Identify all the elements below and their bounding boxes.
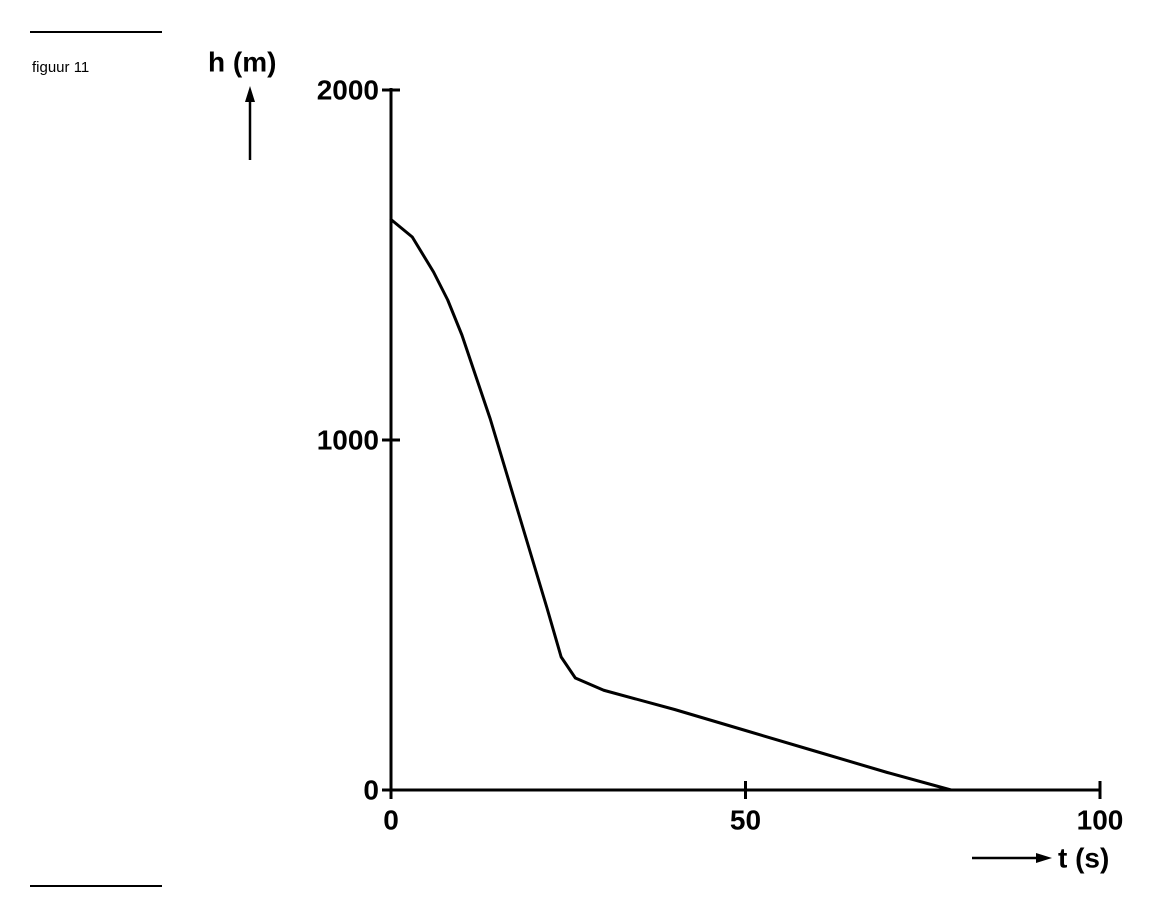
y-axis-label: h (m) [208, 46, 276, 77]
x-tick-label: 0 [383, 804, 399, 835]
x-axis-label: t (s) [1058, 842, 1109, 873]
x-arrow-head [1036, 853, 1052, 863]
chart-title: figuur 11 [32, 59, 89, 76]
x-tick-label: 100 [1077, 804, 1124, 835]
y-tick-label: 0 [363, 774, 379, 805]
x-tick-label: 50 [730, 804, 761, 835]
y-tick-label: 2000 [317, 74, 379, 105]
y-arrow-head [245, 86, 255, 102]
line [389, 218, 953, 792]
y-tick-label: 1000 [317, 424, 379, 455]
